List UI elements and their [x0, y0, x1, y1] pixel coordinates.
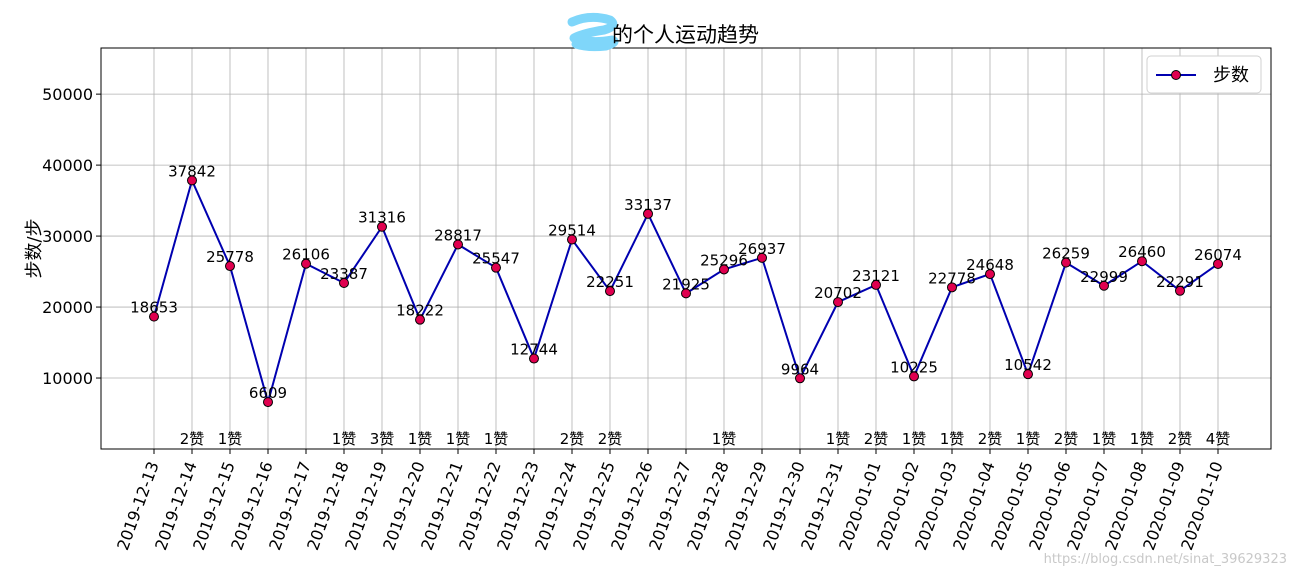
likes-label: 3赞 [370, 430, 395, 448]
data-label: 33137 [624, 196, 672, 214]
data-label: 25296 [700, 251, 748, 269]
likes-label: 1赞 [1092, 430, 1117, 448]
data-label: 10225 [890, 358, 938, 376]
likes-label: 1赞 [712, 430, 737, 448]
legend-label-steps: 步数 [1213, 65, 1249, 86]
likes-label: 1赞 [332, 430, 357, 448]
data-point-marker [1099, 280, 1109, 291]
likes-label: 1赞 [902, 430, 927, 448]
likes-label: 2赞 [598, 430, 623, 448]
likes-label: 1赞 [1130, 430, 1155, 448]
data-point-marker [453, 239, 463, 250]
data-label: 31316 [358, 209, 406, 227]
likes-label: 1赞 [484, 430, 509, 448]
data-label: 24648 [966, 256, 1014, 274]
data-label: 26937 [738, 240, 786, 258]
data-label: 6609 [249, 384, 287, 402]
likes-label: 2赞 [180, 430, 205, 448]
likes-labels: 2赞 1赞 1赞 3赞 1赞 1赞 1赞 2赞 2赞 1赞 1赞 2赞 1赞 1赞 2赞 1赞 2赞 1赞 1赞 2赞… [180, 430, 1231, 448]
likes-label: 2赞 [560, 430, 585, 448]
data-point-marker [1061, 257, 1071, 268]
data-point-marker [719, 264, 729, 275]
likes-label: 1赞 [1016, 430, 1041, 448]
data-point-marker [491, 262, 501, 273]
likes-label: 1赞 [940, 430, 965, 448]
data-point-marker [529, 353, 539, 364]
data-label: 10542 [1004, 356, 1052, 374]
data-point-marker [339, 278, 349, 289]
data-label: 25778 [206, 248, 254, 266]
likes-label: 1赞 [826, 430, 851, 448]
data-label: 9964 [781, 360, 819, 378]
chart-title: 的个人运动趋势 [612, 23, 759, 47]
data-label: 28817 [434, 226, 482, 244]
series-markers [149, 175, 1223, 408]
likes-label: 4赞 [1206, 430, 1231, 448]
y-tick-label: 50000 [42, 85, 93, 104]
data-label: 18222 [396, 302, 444, 320]
data-point-marker [187, 175, 197, 186]
data-point-marker [643, 208, 653, 219]
data-label: 23387 [320, 265, 368, 283]
data-label: 26460 [1118, 243, 1166, 261]
y-axis: 10000 20000 30000 40000 50000 [42, 85, 101, 388]
data-point-marker [1213, 258, 1223, 269]
data-point-marker [1023, 369, 1033, 380]
data-point-marker [415, 314, 425, 325]
legend-marker-swatch [1171, 70, 1181, 80]
likes-label: 2赞 [978, 430, 1003, 448]
likes-label: 1赞 [408, 430, 433, 448]
data-point-marker [757, 252, 767, 263]
y-axis-label: 步数/步 [24, 218, 45, 278]
legend-box [1146, 55, 1262, 94]
data-label: 23121 [852, 267, 900, 285]
data-point-marker [301, 258, 311, 269]
y-tick-label: 40000 [42, 156, 93, 175]
data-point-marker [377, 221, 387, 232]
likes-label: 2赞 [1054, 430, 1079, 448]
grid-lines [101, 48, 1271, 449]
data-label: 18653 [130, 299, 178, 317]
data-label: 20702 [814, 284, 862, 302]
watermark-text: https://blog.csdn.net/sinat_39629323 [1044, 552, 1287, 567]
data-point-marker [795, 373, 805, 384]
data-point-marker [871, 279, 881, 290]
data-point-marker [567, 234, 577, 245]
title-redaction-scribble [567, 12, 619, 52]
likes-label: 2赞 [864, 430, 889, 448]
data-label: 26106 [282, 246, 330, 264]
data-label: 22778 [928, 269, 976, 287]
data-label: 22291 [1156, 273, 1204, 291]
data-point-marker [605, 286, 615, 297]
y-tick-label: 20000 [42, 298, 93, 317]
legend: 步数 [1146, 55, 1262, 94]
likes-label: 1赞 [446, 430, 471, 448]
data-point-marker [149, 311, 159, 322]
data-label: 12744 [510, 341, 558, 359]
data-label: 29514 [548, 222, 596, 240]
y-tick-label: 30000 [42, 227, 93, 246]
data-point-marker [947, 282, 957, 293]
y-tick-label: 10000 [42, 369, 93, 388]
data-point-marker [909, 371, 919, 382]
data-point-marker [263, 397, 273, 408]
data-point-marker [1137, 256, 1147, 267]
data-label: 21925 [662, 275, 710, 293]
data-point-marker [225, 261, 235, 272]
data-label: 37842 [168, 162, 216, 180]
data-label: 25547 [472, 250, 520, 268]
likes-label: 1赞 [218, 430, 243, 448]
data-point-marker [1175, 285, 1185, 296]
data-label: 22999 [1080, 268, 1128, 286]
data-label: 22251 [586, 273, 634, 291]
likes-label: 2赞 [1168, 430, 1193, 448]
data-point-marker [681, 288, 691, 299]
data-label: 26074 [1194, 246, 1242, 264]
data-label: 26259 [1042, 245, 1090, 263]
data-point-marker [985, 269, 995, 280]
data-point-marker [833, 297, 843, 308]
x-axis: 2019-12-132019-12-142019-12-152019-12-16… [113, 449, 1227, 553]
